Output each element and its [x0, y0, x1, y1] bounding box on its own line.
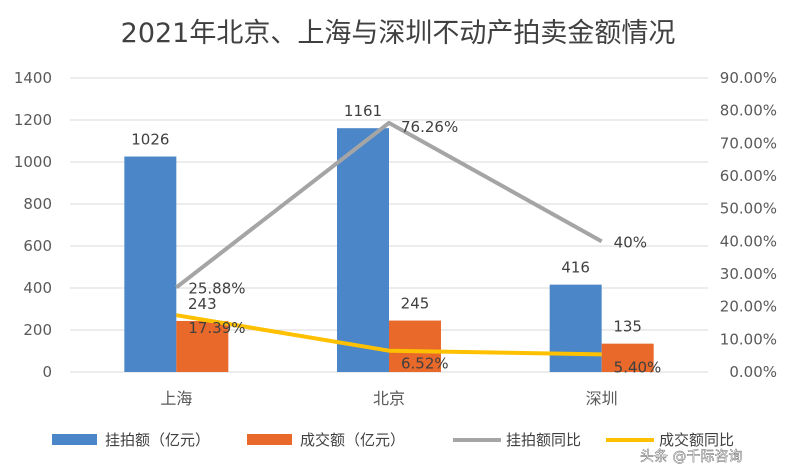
- line-data-label: 6.52%: [401, 355, 449, 373]
- chart-title: 2021年北京、上海与深圳不动产拍卖金额情况: [121, 18, 676, 49]
- x-tick-label: 北京: [373, 389, 405, 408]
- bar-data-label: 135: [613, 318, 642, 336]
- y-right-tick-label: 30.00%: [720, 265, 777, 283]
- y-left-tick-label: 1400: [14, 69, 52, 87]
- legend-label: 挂拍额（亿元）: [105, 431, 210, 449]
- y-left-tick-label: 0: [42, 363, 52, 381]
- bar-deal: [389, 320, 441, 372]
- legend: 挂拍额（亿元） 成交额（亿元） 挂拍额同比 成交额同比: [52, 431, 734, 449]
- line-data-label: 76.26%: [401, 118, 458, 136]
- legend-swatch: [52, 434, 97, 445]
- bar-data-label: 243: [188, 295, 217, 313]
- y-right-tick-label: 80.00%: [720, 102, 777, 120]
- watermark-text: 头条 @千际咨询: [640, 448, 742, 465]
- data-labels: 1026 1161 416 243 245 135 25.88% 76.26% 40% 17.39…: [131, 102, 661, 376]
- y-left-tick-label: 400: [23, 279, 52, 297]
- legend-label: 成交额同比: [659, 431, 734, 449]
- legend-label: 成交额（亿元）: [300, 431, 405, 449]
- y-right-tick-label: 20.00%: [720, 298, 777, 316]
- legend-swatch: [247, 434, 292, 445]
- y-right-tick-label: 70.00%: [720, 134, 777, 152]
- line-listed-yoy: [175, 120, 603, 290]
- line-data-label: 25.88%: [188, 279, 245, 297]
- y-left-tick-label: 1000: [14, 153, 52, 171]
- bar-deal: [601, 343, 654, 372]
- line-data-label: 5.40%: [614, 358, 662, 376]
- y-right-tick-label: 90.00%: [720, 69, 777, 87]
- legend-label: 挂拍额同比: [506, 431, 581, 449]
- y-left-tick-label: 200: [23, 321, 52, 339]
- y-left-tick-label: 800: [23, 195, 52, 213]
- bar-listed: [124, 156, 177, 372]
- y-right-tick-label: 50.00%: [720, 200, 777, 218]
- line-deal-yoy: [176, 313, 602, 357]
- bar-data-label: 1161: [344, 102, 382, 120]
- bars: [124, 128, 654, 372]
- lines: [175, 120, 603, 357]
- y-right-tick-label: 60.00%: [720, 167, 777, 185]
- bar-data-label: 416: [561, 259, 590, 277]
- x-axis: 上海 北京 深圳: [160, 389, 617, 408]
- y-right-tick-label: 10.00%: [720, 330, 777, 348]
- bar-deal: [176, 320, 229, 372]
- bar-listed: [337, 128, 389, 372]
- y-left-tick-label: 1200: [14, 111, 52, 129]
- bar-listed: [549, 284, 602, 372]
- x-tick-label: 上海: [160, 389, 192, 408]
- y-right-tick-label: 40.00%: [720, 232, 777, 250]
- line-data-label: 17.39%: [188, 319, 245, 337]
- line-data-label: 40%: [614, 233, 647, 251]
- y-axis-right: 0.00% 10.00% 20.00% 30.00% 40.00% 50.00% 60.00…: [720, 69, 777, 381]
- bar-data-label: 245: [401, 295, 430, 313]
- y-right-tick-label: 0.00%: [729, 363, 777, 381]
- y-left-tick-label: 600: [23, 237, 52, 255]
- y-axis-left: 0 200 400 600 800 1000 1200 1400: [14, 69, 52, 381]
- x-tick-label: 深圳: [586, 389, 618, 408]
- bar-data-label: 1026: [131, 131, 169, 149]
